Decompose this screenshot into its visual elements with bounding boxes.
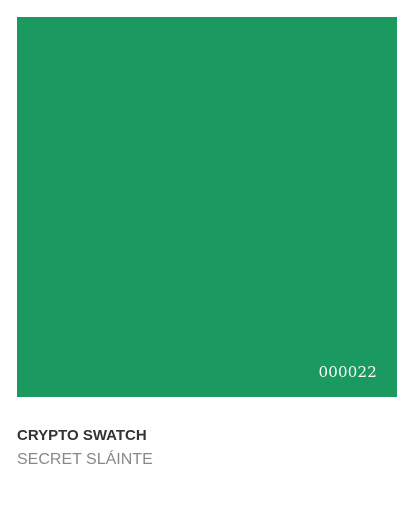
color-swatch[interactable]: 000022 [17, 17, 397, 397]
product-title: CRYPTO SWATCH [17, 427, 147, 444]
swatch-code: 000022 [318, 363, 377, 381]
product-subtitle: SECRET SLÁINTE [17, 451, 153, 468]
